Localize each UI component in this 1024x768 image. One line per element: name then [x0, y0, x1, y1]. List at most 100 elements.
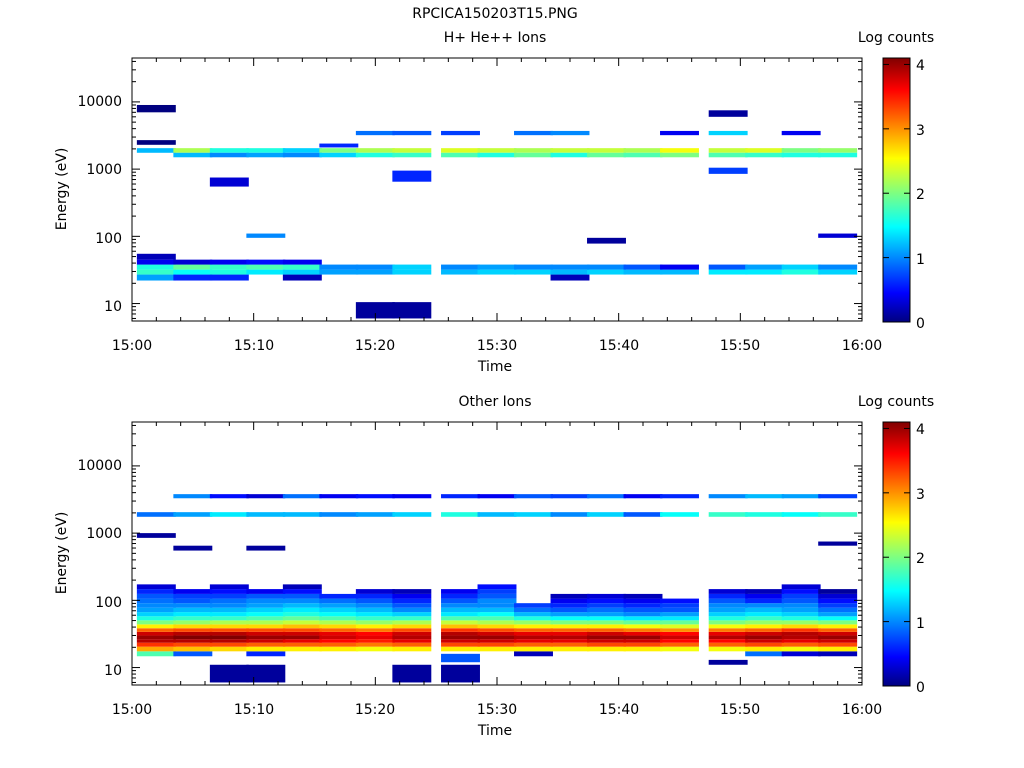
- heatmap-cell: [818, 631, 858, 636]
- heatmap-cell: [623, 264, 663, 270]
- heatmap-cell: [587, 237, 626, 244]
- heatmap-cell: [818, 612, 858, 617]
- heatmap-cell: [708, 616, 748, 621]
- heatmap-cell: [514, 130, 553, 136]
- y-tick-label: 100: [95, 595, 122, 611]
- heatmap-cell: [441, 152, 480, 158]
- heatmap-cell: [514, 628, 553, 632]
- heatmap-cell: [550, 269, 590, 275]
- heatmap-cell: [282, 593, 322, 599]
- heatmap-cell: [514, 152, 553, 158]
- heatmap-cell: [587, 264, 626, 270]
- heatmap-cell: [818, 152, 858, 158]
- heatmap-cell: [550, 642, 590, 647]
- heatmap-cell: [708, 603, 748, 608]
- heatmap-cell: [282, 603, 322, 608]
- heatmap-cell: [745, 148, 785, 153]
- heatmap-cell: [282, 259, 322, 265]
- heatmap-cell: [550, 494, 590, 499]
- heatmap-cell: [623, 607, 663, 613]
- heatmap-cell: [708, 167, 748, 174]
- heatmap-cell: [745, 589, 785, 594]
- heatmap-cell: [136, 512, 176, 517]
- heatmap-cell: [708, 628, 748, 632]
- heatmap-cell: [623, 512, 663, 517]
- heatmap-cell: [392, 639, 432, 643]
- heatmap-cell: [781, 264, 821, 270]
- y-tick-label: 1000: [86, 526, 122, 542]
- figure-title: RPCICA150203T15.PNG: [412, 6, 577, 22]
- heatmap-cell: [246, 664, 286, 683]
- heatmap-cell: [781, 593, 821, 599]
- heatmap-cell: [745, 616, 785, 621]
- heatmap-cell: [477, 646, 517, 652]
- heatmap-cell: [441, 624, 480, 629]
- heatmap-cell: [477, 642, 517, 647]
- heatmap-cell: [209, 589, 249, 594]
- x-tick-label: 15:10: [234, 702, 274, 718]
- heatmap-cell: [781, 148, 821, 153]
- heatmap-cell: [550, 624, 590, 629]
- heatmap-cell: [818, 264, 858, 270]
- x-tick-label: 15:40: [599, 702, 639, 718]
- heatmap-cell: [477, 620, 517, 625]
- colorbar-tick-label: 4: [916, 422, 925, 438]
- heatmap-cell: [355, 269, 395, 275]
- panel-other-ions: Other Ions Log counts Energy (eV) Time 1…: [54, 394, 934, 739]
- heatmap-cell: [209, 152, 249, 158]
- heatmap-cell: [587, 646, 626, 652]
- heatmap-cell: [209, 598, 249, 604]
- heatmap-cell: [173, 603, 213, 608]
- heatmap-cell: [355, 302, 395, 319]
- heatmap-cell: [477, 152, 517, 158]
- heatmap-cell: [136, 624, 176, 629]
- heatmap-cell: [550, 152, 590, 158]
- x-tick-label: 15:20: [355, 338, 395, 354]
- heatmap-cell: [173, 616, 213, 621]
- heatmap-cell: [355, 130, 395, 136]
- heatmap-cell: [781, 269, 821, 275]
- heatmap-cell: [708, 598, 748, 604]
- y-tick-label: 10: [104, 663, 122, 679]
- heatmap-cell: [818, 646, 858, 652]
- heatmap-cell: [173, 148, 213, 153]
- heatmap-cell: [246, 259, 286, 265]
- heatmap-cell: [282, 269, 322, 275]
- heatmap-cell: [136, 620, 176, 625]
- heatmap-cell: [319, 269, 359, 275]
- heatmap-cell: [708, 494, 748, 499]
- heatmap-cell: [441, 628, 480, 632]
- heatmap-cell: [660, 152, 699, 158]
- heatmap-cell: [660, 269, 699, 275]
- heatmap-cell: [708, 612, 748, 617]
- heatmap-cell: [246, 607, 286, 613]
- heatmap-cell: [781, 624, 821, 629]
- heatmap-cell: [477, 628, 517, 632]
- heatmap-cell: [441, 616, 480, 621]
- heatmap-cell: [246, 639, 286, 643]
- heatmap-cell: [781, 584, 821, 590]
- heatmap-cell: [514, 620, 553, 625]
- x-axis-label: Time: [477, 723, 512, 739]
- heatmap-cell: [441, 612, 480, 617]
- heatmap-cell: [781, 631, 821, 636]
- heatmap-cell: [136, 598, 176, 604]
- heatmap-cell: [319, 152, 359, 158]
- heatmap-cell: [173, 545, 213, 551]
- heatmap-cell: [282, 639, 322, 643]
- heatmap-cell: [282, 635, 322, 640]
- heatmap-cell: [136, 259, 176, 265]
- x-tick-label: 16:00: [842, 702, 882, 718]
- heatmap-cell: [319, 624, 359, 629]
- heatmap-cell: [392, 593, 432, 599]
- heatmap-cell: [209, 612, 249, 617]
- heatmap-cell: [319, 607, 359, 613]
- heatmap-cell: [282, 646, 322, 652]
- heatmap-cell: [660, 148, 699, 153]
- panel-title: Other Ions: [458, 394, 531, 410]
- heatmap-cell: [173, 628, 213, 632]
- heatmap-cell: [550, 603, 590, 608]
- heatmap-cell: [514, 616, 553, 621]
- heatmap-cell: [708, 593, 748, 599]
